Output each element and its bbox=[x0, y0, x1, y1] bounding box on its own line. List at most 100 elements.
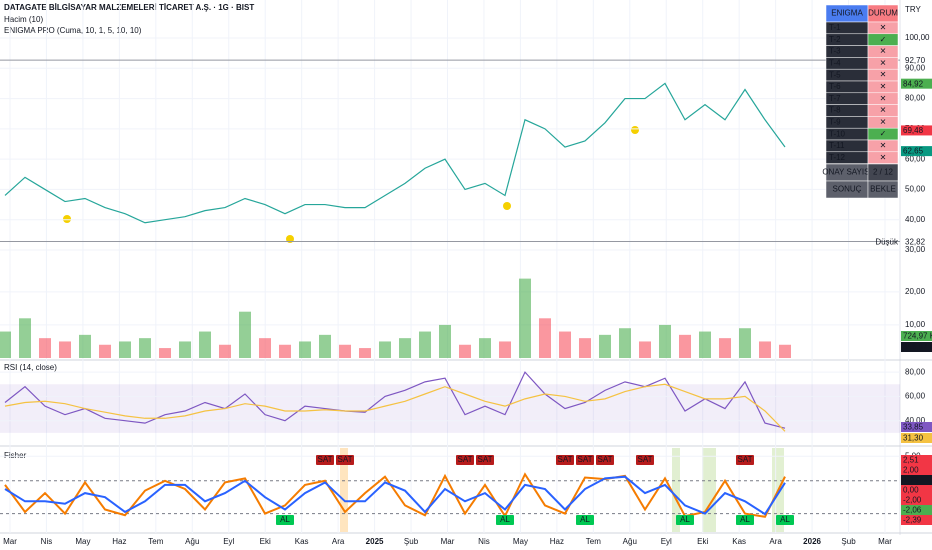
price-marker bbox=[901, 146, 932, 157]
volume-bar bbox=[679, 334, 691, 358]
price-marker-label: 69,48 bbox=[903, 126, 924, 135]
time-label: Nis bbox=[478, 537, 490, 546]
table-text: T-7 bbox=[829, 94, 841, 103]
price-marker bbox=[901, 465, 932, 475]
price-marker-label: 33,85 bbox=[903, 423, 924, 432]
table-text: ✕ bbox=[880, 153, 887, 162]
volume-bar bbox=[0, 331, 11, 358]
signal-label: SAT bbox=[338, 455, 353, 464]
signal-box bbox=[676, 515, 694, 525]
table-text: ✕ bbox=[880, 82, 887, 91]
table-text: BEKLE bbox=[870, 185, 896, 194]
time-label: 2026 bbox=[803, 537, 821, 546]
volume-bar bbox=[519, 278, 531, 358]
signal-label: SAT bbox=[598, 455, 613, 464]
table-text: 2 / 12 bbox=[873, 168, 894, 177]
price-marker-label: 356,97 K bbox=[903, 343, 932, 352]
volume-bar bbox=[139, 338, 151, 358]
volume-bar bbox=[279, 344, 291, 358]
volume-bar bbox=[159, 348, 171, 358]
table-text: T-8 bbox=[829, 106, 841, 115]
price-marker-label: 62,65 bbox=[903, 147, 924, 156]
table-text: ✓ bbox=[880, 35, 887, 44]
price-marker-label: -2,06 bbox=[903, 506, 922, 515]
time-label: 2025 bbox=[366, 537, 384, 546]
volume-bar bbox=[59, 341, 71, 358]
time-label: Eki bbox=[697, 537, 708, 546]
table-text: T-9 bbox=[829, 118, 841, 127]
signal-box bbox=[636, 455, 654, 465]
table-text: T-1 bbox=[829, 23, 841, 32]
time-label: May bbox=[75, 537, 90, 546]
series-line bbox=[4, 82, 786, 224]
time-label: Haz bbox=[550, 537, 564, 546]
price-marker-label: 2,51 bbox=[903, 456, 919, 465]
volume-bar bbox=[99, 344, 111, 358]
time-label: Eki bbox=[260, 537, 271, 546]
volume-bar bbox=[579, 338, 591, 358]
y-tick-label: 60,00 bbox=[905, 392, 926, 401]
y-tick-label: 20,00 bbox=[905, 287, 926, 296]
time-label: Haz bbox=[112, 537, 126, 546]
y-tick-label: 40,00 bbox=[905, 416, 926, 425]
volume-label: Hacim (10) bbox=[4, 15, 43, 24]
signal-box bbox=[576, 515, 594, 525]
time-label: Ağu bbox=[623, 537, 637, 546]
table-text: ONAY SAYISI bbox=[822, 168, 871, 177]
volume-bar bbox=[319, 334, 331, 358]
price-marker bbox=[901, 125, 932, 136]
signal-label: SAT bbox=[558, 455, 573, 464]
chart-title: DATAGATE BİLGİSAYAR MALZEMELERİ TİCARET … bbox=[4, 3, 254, 12]
table-text: ✕ bbox=[880, 94, 887, 103]
y-tick-label: 80,00 bbox=[905, 367, 926, 376]
price-marker bbox=[901, 433, 932, 443]
signal-box bbox=[576, 455, 594, 465]
price-marker bbox=[901, 78, 932, 89]
price-marker bbox=[901, 485, 932, 495]
volume-bar bbox=[619, 328, 631, 358]
table-text: ✕ bbox=[880, 23, 887, 32]
highlight bbox=[340, 448, 348, 532]
price-marker-label: 1,75 bbox=[903, 476, 919, 485]
pane-title: Fisher bbox=[4, 451, 27, 460]
price-marker bbox=[901, 515, 932, 525]
series-line bbox=[4, 383, 786, 432]
series-line bbox=[4, 472, 786, 519]
signal-label: SAT bbox=[478, 455, 493, 464]
time-label: Kas bbox=[295, 537, 309, 546]
time-label: Şub bbox=[841, 537, 856, 546]
table-text: ✕ bbox=[880, 117, 887, 126]
volume-bar bbox=[39, 338, 51, 358]
signal-label: SAT bbox=[458, 455, 473, 464]
table-text: ✕ bbox=[880, 70, 887, 79]
time-label: Mar bbox=[441, 537, 455, 546]
volume-bar bbox=[439, 324, 451, 358]
signal-box bbox=[776, 515, 794, 525]
signal-box bbox=[316, 455, 334, 465]
signal-box bbox=[736, 455, 754, 465]
signal-label: AL bbox=[280, 515, 290, 524]
price-marker-label: 0,00 bbox=[903, 486, 919, 495]
signal-box bbox=[556, 455, 574, 465]
volume-bar bbox=[259, 338, 271, 358]
event-dot bbox=[63, 215, 71, 223]
price-marker-label: 2,00 bbox=[903, 466, 919, 475]
volume-bar bbox=[199, 331, 211, 358]
y-tick-label: 80,00 bbox=[905, 94, 926, 103]
level-label: 32,82 bbox=[905, 238, 926, 247]
y-tick-label: 60,00 bbox=[905, 154, 926, 163]
volume-bar bbox=[79, 334, 91, 358]
price-marker-label: -2,39 bbox=[903, 516, 922, 525]
volume-bar bbox=[479, 338, 491, 358]
volume-bar bbox=[19, 318, 31, 358]
rsi-band bbox=[0, 384, 900, 433]
signal-label: SAT bbox=[738, 455, 753, 464]
volume-bar bbox=[299, 341, 311, 358]
signal-box bbox=[276, 515, 294, 525]
volume-bar bbox=[739, 328, 751, 358]
signal-label: AL bbox=[740, 515, 750, 524]
signal-label: SAT bbox=[638, 455, 653, 464]
table-text: T-3 bbox=[829, 47, 841, 56]
